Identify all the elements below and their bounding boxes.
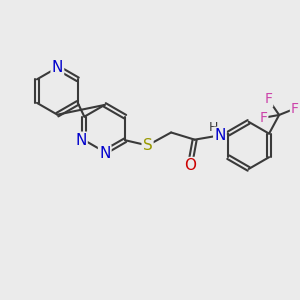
- Text: O: O: [184, 158, 196, 173]
- Text: N: N: [99, 146, 110, 161]
- Text: H: H: [209, 121, 218, 134]
- Text: F: F: [264, 92, 272, 106]
- Text: F: F: [259, 111, 267, 125]
- Text: N: N: [214, 128, 226, 143]
- Text: N: N: [52, 60, 63, 75]
- Text: N: N: [75, 133, 87, 148]
- Text: S: S: [143, 138, 152, 153]
- Text: F: F: [291, 102, 299, 116]
